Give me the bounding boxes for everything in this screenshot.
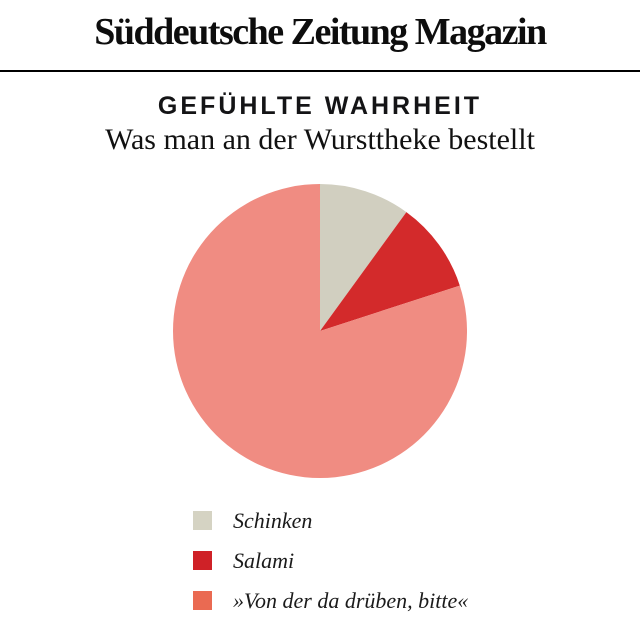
legend-label-von-der-da-drueben: »Von der da drüben, bitte« <box>233 588 469 613</box>
legend-label-salami: Salami <box>233 548 295 573</box>
pie-slice-3 <box>173 184 467 478</box>
masthead-divider <box>0 70 640 72</box>
legend-row-schinken: Schinken <box>193 508 468 533</box>
chart-title: Was man an der Wursttheke bestellt <box>105 123 535 156</box>
legend-swatch-schinken <box>193 511 212 530</box>
magazine-masthead: Süddeutsche Zeitung Magazin <box>94 11 547 53</box>
pie-chart <box>173 184 467 478</box>
legend-label-schinken: Schinken <box>233 508 313 533</box>
feature-title: GEFÜHLTE WAHRHEIT <box>157 92 483 120</box>
chart-legend: Schinken Salami »Von der da drüben, bitt… <box>193 508 469 631</box>
pie-slice-2 <box>320 212 460 331</box>
legend-row-salami: Salami <box>193 548 468 573</box>
pie-slice-1 <box>320 184 407 331</box>
legend-swatch-salami <box>193 551 212 570</box>
legend-swatch-von-der-da-drueben <box>193 591 212 610</box>
legend-row-von-der-da-drueben: »Von der da drüben, bitte« <box>193 588 469 613</box>
